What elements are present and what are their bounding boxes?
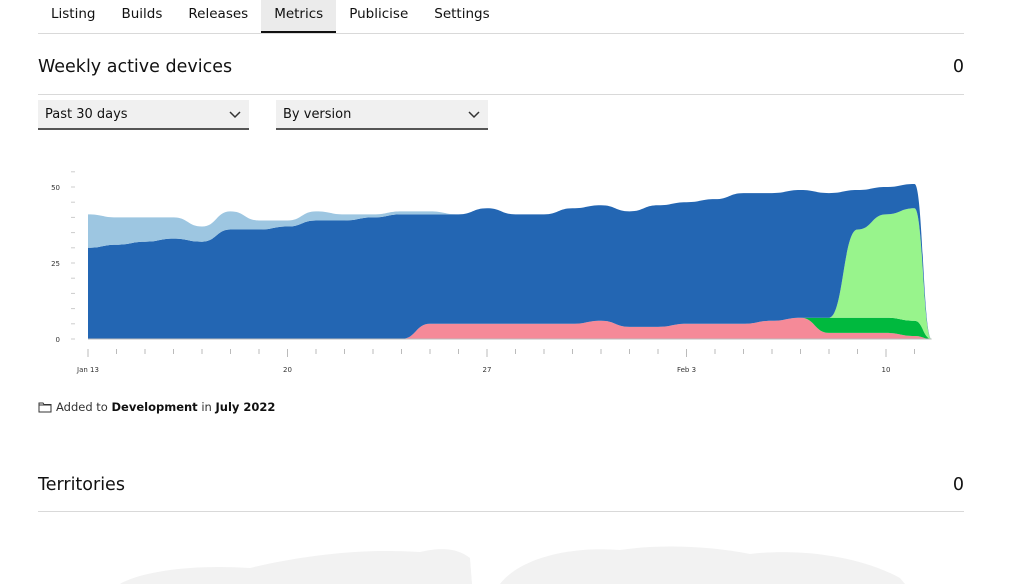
weekly-divider	[38, 94, 964, 95]
tab-metrics[interactable]: Metrics	[261, 0, 337, 33]
series-area-4	[88, 183, 932, 339]
metrics-tab-bar: Listing Builds Releases Metrics Publicis…	[38, 0, 503, 33]
territories-count: 0	[952, 475, 964, 495]
weekly-devices-title: Weekly active devices	[38, 57, 233, 77]
added-prefix: Added to	[56, 400, 108, 414]
folder-icon	[38, 402, 52, 413]
x-tick-label: 10	[882, 366, 891, 374]
group-select[interactable]: By version	[276, 100, 488, 130]
added-target: Development	[111, 400, 198, 414]
y-tick-label: 0	[56, 336, 60, 344]
tab-settings[interactable]: Settings	[434, 6, 490, 22]
tab-listing[interactable]: Listing	[51, 6, 96, 22]
y-tick-label: 25	[51, 260, 60, 268]
tab-builds[interactable]: Builds	[121, 6, 163, 22]
tab-releases[interactable]: Releases	[188, 6, 249, 22]
x-tick-label: Feb 3	[677, 366, 696, 374]
x-tick-label: 20	[283, 366, 292, 374]
added-info: Added to Development in July 2022	[38, 400, 275, 414]
period-select-value: Past 30 days	[45, 107, 128, 122]
x-tick-label: 27	[483, 366, 492, 374]
series-area-1	[88, 317, 932, 339]
chevron-down-icon	[468, 111, 480, 119]
series-area-3	[88, 183, 932, 339]
world-map	[120, 546, 905, 584]
y-tick-label: 50	[51, 184, 60, 192]
territories-title: Territories	[38, 475, 125, 495]
added-mid: in	[201, 400, 212, 414]
territories-divider	[38, 511, 964, 512]
tab-publicise[interactable]: Publicise	[349, 6, 409, 22]
tab-divider	[38, 33, 964, 34]
weekly-active-devices-chart: 50 25 0 Jan 13 20 27 Feb 3 10	[51, 171, 932, 374]
added-date: July 2022	[215, 400, 276, 414]
period-select[interactable]: Past 30 days	[38, 100, 249, 130]
series-area-0	[88, 317, 932, 339]
group-select-value: By version	[283, 107, 352, 122]
x-tick-label: Jan 13	[76, 366, 99, 374]
weekly-devices-count: 0	[952, 57, 964, 77]
chevron-down-icon	[229, 111, 241, 119]
